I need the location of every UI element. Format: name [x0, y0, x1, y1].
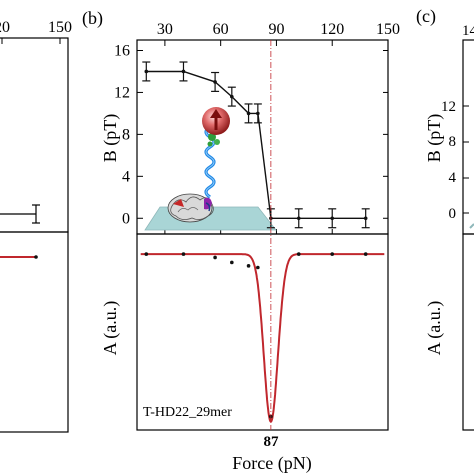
left-panel: 20 150: [0, 19, 72, 433]
b-y-axis-label-bottom: A (a.u.): [100, 301, 121, 355]
b-top-point: [181, 69, 186, 74]
sample-label: T-HD22_29mer: [143, 405, 232, 420]
magnet-arrow-head: [210, 109, 222, 118]
b-top-point: [296, 216, 301, 221]
protein-blob: [167, 193, 214, 223]
b-y-tick-label-8: 8: [122, 126, 130, 143]
b-top-tick-label-120: 120: [320, 21, 344, 38]
right-panel: (c) 140 12 8 4 0 B (pT) A (a.u.): [416, 6, 474, 431]
right-y-axis-label-top: B (pT): [424, 114, 445, 163]
right-ytick-8: 8: [449, 134, 457, 150]
b-y-tick-label-0: 0: [122, 210, 130, 227]
left-top-frame: [0, 37, 69, 233]
green-linker: [207, 133, 220, 147]
b-bottom-point: [363, 252, 368, 256]
x-axis-label: Force (pN): [232, 453, 311, 474]
b-y-axis-label-top: B (pT): [100, 114, 121, 163]
b-top-point: [213, 80, 217, 84]
b-bottom-point: [246, 264, 251, 268]
b-bottom-point: [230, 260, 234, 265]
b-top-series-line: [146, 70, 366, 219]
b-top-point: [330, 216, 335, 221]
left-data-point: [34, 255, 38, 259]
left-bottom-frame: [0, 231, 69, 433]
b-top-point: [230, 94, 234, 99]
panel-label-c: (c): [416, 6, 436, 27]
b-top-point: [363, 216, 368, 221]
left-top-tick-2: 150: [48, 19, 72, 36]
b-top-plot: [142, 61, 370, 229]
b-top-point: [144, 69, 149, 74]
force-marker-label: 87: [264, 434, 280, 450]
b-y-tick-label-16: 16: [114, 42, 130, 59]
b-top-tick-label-90: 90: [268, 21, 284, 38]
b-top-axis: 30 60 90 120 150: [157, 21, 400, 234]
b-y-axis: 0 4 8 12 16: [114, 42, 388, 227]
right-ytick-0: 0: [449, 206, 457, 222]
right-ytick-4: 4: [449, 170, 457, 186]
b-y-tick-label-12: 12: [114, 84, 130, 101]
right-ytick-12: 12: [441, 99, 456, 115]
right-y-axis-label-bottom: A (a.u.): [424, 301, 445, 355]
b-bottom-point: [181, 252, 186, 256]
left-top-tick-1: 20: [0, 19, 10, 36]
b-bottom-fit-curve: [140, 253, 385, 423]
right-top-tick: 140: [462, 23, 474, 39]
b-top-point: [246, 111, 251, 116]
b-y-tick-label-4: 4: [122, 168, 130, 185]
b-bottom-point: [330, 252, 335, 256]
b-top-tick-label-60: 60: [213, 21, 229, 38]
right-bottom-frame: [462, 233, 474, 431]
b-top-tick-label-150: 150: [376, 21, 400, 38]
b-bottom-point: [213, 255, 217, 260]
molecule-inset: [144, 107, 277, 231]
red-helix: [173, 199, 184, 207]
b-top-tick-label-30: 30: [157, 21, 173, 38]
b-bottom-frame: [136, 233, 389, 431]
right-top-frame: [462, 39, 474, 235]
b-bottom-plot: [140, 40, 385, 430]
b-top-point: [256, 111, 260, 116]
panel-label-b: (b): [82, 8, 103, 29]
middle-panel: (b) 30 60 90 120 150 0 4 8 12 16: [82, 8, 400, 474]
b-bottom-point: [296, 252, 301, 256]
b-bottom-point: [256, 265, 260, 270]
b-bottom-point: [144, 252, 149, 256]
